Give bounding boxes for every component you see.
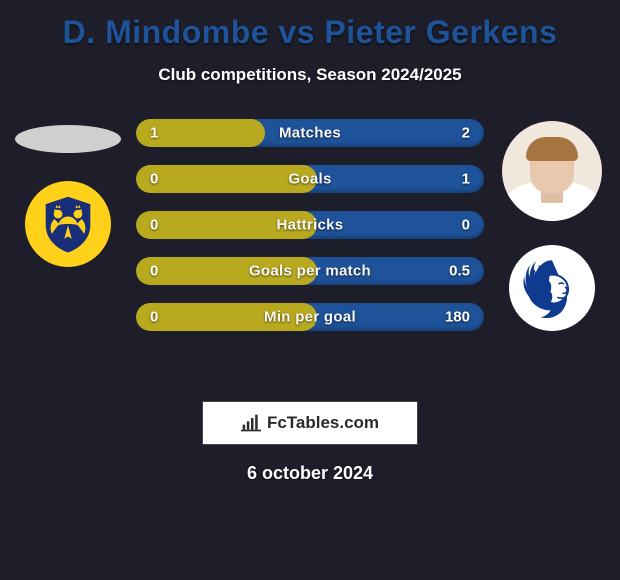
page-title: D. Mindombe vs Pieter Gerkens	[0, 14, 620, 51]
stat-bars: 1 Matches 2 0 Goals 1 0 Hattricks 0 0 Go…	[136, 119, 484, 331]
player-right-avatar	[502, 121, 602, 221]
bar-chart-icon	[241, 414, 261, 432]
stat-bar: 0 Goals per match 0.5	[136, 257, 484, 285]
stat-right-value: 1	[462, 171, 470, 188]
stat-bar-fill	[136, 211, 317, 239]
stat-bar-fill	[136, 165, 317, 193]
infographic-root: D. Mindombe vs Pieter Gerkens Club compe…	[0, 0, 620, 484]
indian-head-icon	[519, 255, 585, 321]
brand-label: FcTables.com	[267, 413, 379, 433]
stat-bar-fill	[136, 303, 317, 331]
stat-bar: 0 Min per goal 180	[136, 303, 484, 331]
stat-right-value: 0	[462, 217, 470, 234]
player-left-silhouette	[15, 125, 121, 153]
stvv-crest-icon	[37, 193, 99, 255]
subtitle: Club competitions, Season 2024/2025	[0, 65, 620, 85]
date-label: 6 october 2024	[0, 463, 620, 484]
stat-right-value: 0.5	[449, 263, 470, 280]
stat-bar: 0 Goals 1	[136, 165, 484, 193]
club-left-badge	[25, 181, 111, 267]
club-right-badge	[509, 245, 595, 331]
stat-bar: 0 Hattricks 0	[136, 211, 484, 239]
stat-bar-fill	[136, 119, 265, 147]
comparison-area: 1 Matches 2 0 Goals 1 0 Hattricks 0 0 Go…	[0, 119, 620, 379]
player-right-column	[492, 119, 612, 331]
stat-bar-fill	[136, 257, 317, 285]
player-left-column	[8, 119, 128, 267]
stat-bar: 1 Matches 2	[136, 119, 484, 147]
stat-right-value: 180	[445, 309, 470, 326]
brand-badge: FcTables.com	[202, 401, 418, 445]
stat-right-value: 2	[462, 125, 470, 142]
